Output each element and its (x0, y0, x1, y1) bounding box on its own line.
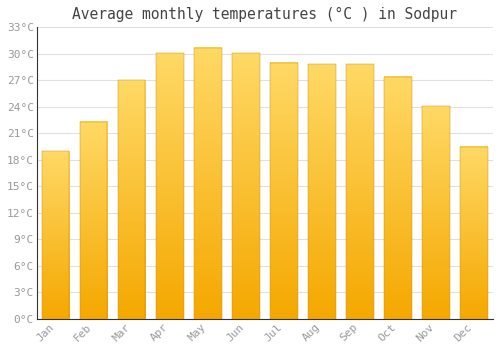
Title: Average monthly temperatures (°C ) in Sodpur: Average monthly temperatures (°C ) in So… (72, 7, 458, 22)
